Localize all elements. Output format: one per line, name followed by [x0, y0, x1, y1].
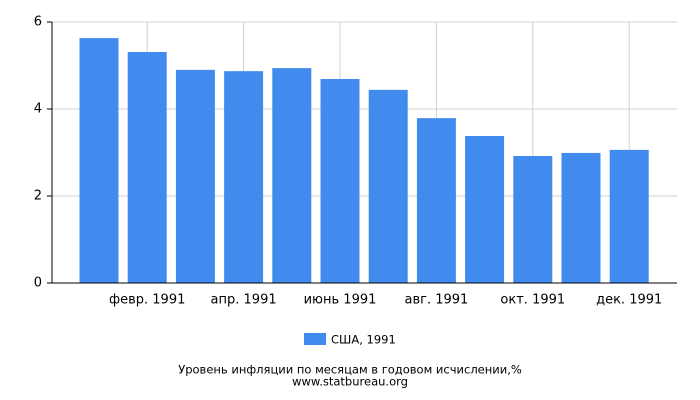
bar: [224, 71, 264, 283]
bar: [368, 89, 408, 283]
x-tick-label: февр. 1991: [109, 293, 185, 308]
y-tick-label: 4: [34, 102, 42, 117]
bar: [416, 118, 456, 283]
x-tick-label: июнь 1991: [304, 293, 377, 308]
legend-label: США, 1991: [331, 333, 396, 347]
x-tick-label: окт. 1991: [500, 293, 565, 308]
bar: [320, 78, 360, 283]
legend-swatch: [304, 333, 326, 345]
y-tick-label: 2: [34, 189, 42, 204]
y-tick-label: 6: [34, 15, 42, 30]
bar: [465, 135, 505, 283]
chart-title: Уровень инфляции по месяцам в годовом ис…: [178, 363, 522, 377]
bar: [127, 52, 167, 283]
y-tick-label: 0: [34, 276, 42, 291]
bar: [272, 68, 312, 283]
x-tick-label: апр. 1991: [211, 293, 277, 308]
bar: [79, 38, 119, 283]
bar: [513, 155, 553, 283]
x-tick-label: авг. 1991: [404, 293, 468, 308]
x-tick-label: дек. 1991: [596, 293, 662, 308]
source: www.statbureau.org: [292, 375, 408, 389]
bar: [175, 69, 215, 283]
bar: [609, 149, 649, 283]
bar: [561, 152, 601, 283]
